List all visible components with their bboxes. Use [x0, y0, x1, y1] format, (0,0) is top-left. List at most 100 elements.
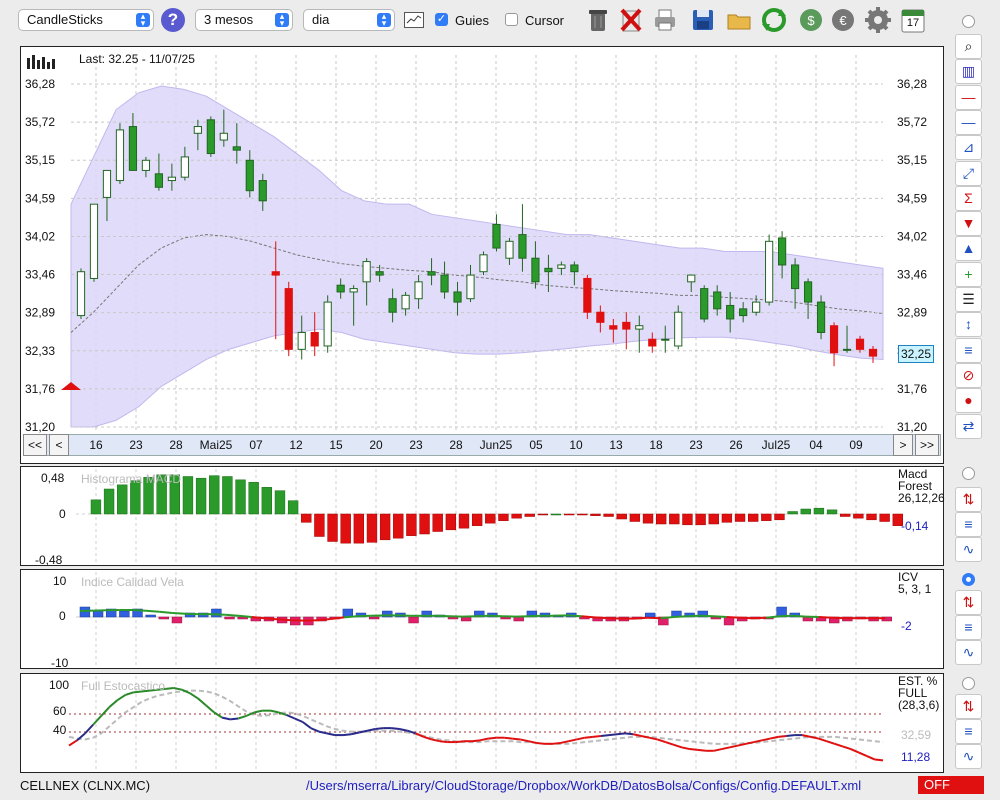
candle-body — [752, 301, 761, 313]
interval-select[interactable]: dia ▴ ▾ — [303, 9, 395, 31]
nav-next-button[interactable]: > — [893, 434, 913, 456]
stop-icon[interactable]: ⊘ — [955, 362, 982, 388]
nav-next-label: > — [899, 438, 907, 452]
candle-body — [778, 237, 787, 266]
off-button[interactable]: OFF — [918, 776, 984, 794]
cursor-checkbox[interactable] — [505, 13, 518, 26]
arrows-updown-icon[interactable]: ⇅ — [955, 694, 982, 719]
macd-bar — [866, 513, 877, 521]
macd-bar — [721, 513, 733, 523]
icv-legend-2: 5, 3, 1 — [898, 582, 932, 596]
macd-bar — [695, 513, 706, 526]
lines-percent-icon[interactable]: ≡ — [955, 512, 982, 537]
channel-icon[interactable]: ⊿ — [955, 135, 982, 161]
save-icon[interactable] — [690, 6, 716, 34]
record-icon[interactable]: ● — [955, 388, 982, 414]
grid-lines-icon[interactable]: ☰ — [955, 287, 982, 312]
euro-icon[interactable]: € — [830, 6, 856, 34]
add-arrows-icon[interactable]: + — [955, 261, 982, 287]
lines-percent-icon[interactable]: ≡ — [955, 719, 982, 744]
candle-body — [362, 261, 371, 283]
stochastic-k-line — [92, 715, 102, 726]
arrows-updown-icon[interactable]: ⇅ — [955, 590, 982, 615]
stochastic-k-line — [665, 741, 674, 746]
arrow-up-icon[interactable]: ▲ — [955, 236, 982, 262]
period-select[interactable]: 3 mesos ▴ ▾ — [195, 9, 293, 31]
arrows-updown-icon[interactable]: ⇅ — [955, 487, 982, 512]
trash-icon[interactable] — [585, 6, 611, 34]
config-path-link[interactable]: /Users/mserra/Library/CloudStorage/Dropb… — [306, 778, 862, 793]
stochastic-panel-radio[interactable] — [962, 677, 975, 690]
stochastic-k-line — [302, 721, 312, 729]
y-tick-label-right: 35,72 — [897, 115, 927, 129]
main-panel-radio[interactable] — [962, 15, 975, 28]
arrow-down-icon[interactable]: ▼ — [955, 211, 982, 237]
icv-bar — [382, 610, 393, 618]
candle-body — [531, 257, 540, 283]
indicator-icon[interactable]: ▥ — [955, 59, 982, 85]
y-tick-label-left: 31,20 — [25, 420, 55, 434]
oscillator-icon[interactable]: ∿ — [955, 640, 982, 665]
oscillator-icon[interactable]: ∿ — [955, 744, 982, 769]
icv-bar — [92, 610, 104, 618]
refresh-dollar-icon[interactable]: $ — [798, 6, 824, 34]
nav-last-button[interactable]: >> — [915, 434, 939, 456]
ticker-label: CELLNEX (CLNX.MC) — [20, 778, 151, 793]
y-tick-label-right: 33,46 — [897, 268, 927, 282]
fibonacci-icon[interactable]: Σ — [955, 185, 982, 211]
stochastic-k-line — [786, 734, 795, 737]
oscillator-icon[interactable]: ∿ — [955, 537, 982, 562]
stochastic-k-line — [205, 704, 215, 714]
macd-bar — [642, 513, 654, 524]
help-icon[interactable]: ? — [161, 8, 185, 32]
lines-percent-icon[interactable]: ≡ — [955, 337, 982, 363]
guides-checkbox[interactable]: ✓ — [435, 13, 448, 26]
candlestick-chart: 36,28 36,28 35,72 35,72 35,15 35,15 34,59 34,59… — [25, 55, 927, 434]
x-tick-label: 28 — [449, 438, 463, 452]
small-chart-icon[interactable] — [404, 12, 424, 28]
candle-body — [544, 267, 553, 273]
refresh-icon[interactable] — [761, 6, 787, 34]
candle-body — [76, 271, 86, 317]
y-tick-label-left: 34,02 — [25, 229, 55, 243]
gear-icon[interactable] — [864, 6, 891, 34]
x-tick-label: 04 — [809, 438, 823, 452]
folder-icon[interactable] — [726, 6, 752, 34]
stochastic-k-line — [769, 735, 779, 740]
horizontal-line-blue-icon[interactable]: — — [955, 109, 982, 135]
print-icon[interactable] — [652, 6, 678, 34]
nav-first-button[interactable]: << — [23, 434, 47, 456]
icv-signal-line — [673, 615, 688, 618]
macd-panel-radio[interactable] — [962, 467, 975, 480]
candle-body — [726, 304, 735, 320]
scale-percent-icon[interactable]: ↕ — [955, 312, 982, 338]
x-tick-label: 05 — [529, 438, 543, 452]
zoom-icon[interactable]: ⌕ — [955, 34, 982, 59]
candle-body — [232, 146, 241, 151]
candle-body — [661, 338, 670, 341]
stochastic-k-line — [649, 736, 658, 741]
icv-bar — [421, 610, 432, 618]
candle-body — [868, 348, 878, 357]
stochastic-k-line — [133, 690, 142, 694]
icv-bar — [132, 608, 143, 618]
lines-percent-icon[interactable]: ≡ — [955, 615, 982, 640]
stochastic-k-line — [326, 732, 336, 737]
icv-bar — [224, 616, 235, 620]
stochastic-k-line — [584, 735, 593, 739]
stochastic-k-line — [455, 740, 465, 744]
swap-icon[interactable]: ⇄ — [955, 413, 982, 439]
delete-icon[interactable] — [618, 6, 644, 34]
trend-line-icon[interactable]: ⤢ — [955, 160, 982, 186]
macd-bar — [182, 476, 194, 515]
y-tick-label-right: 32,89 — [897, 306, 927, 320]
x-tick-label: 12 — [289, 438, 303, 452]
calendar-icon[interactable]: 17 — [900, 6, 926, 34]
chart-type-select[interactable]: CandleSticks ▴ ▾ — [18, 9, 154, 31]
nav-prev-button[interactable]: < — [49, 434, 69, 456]
icv-panel-radio[interactable] — [962, 573, 975, 586]
candle-body — [855, 338, 865, 350]
x-tick-label: 18 — [649, 438, 663, 452]
icv-signal-line — [277, 618, 292, 622]
horizontal-line-red-icon[interactable]: — — [955, 84, 982, 110]
